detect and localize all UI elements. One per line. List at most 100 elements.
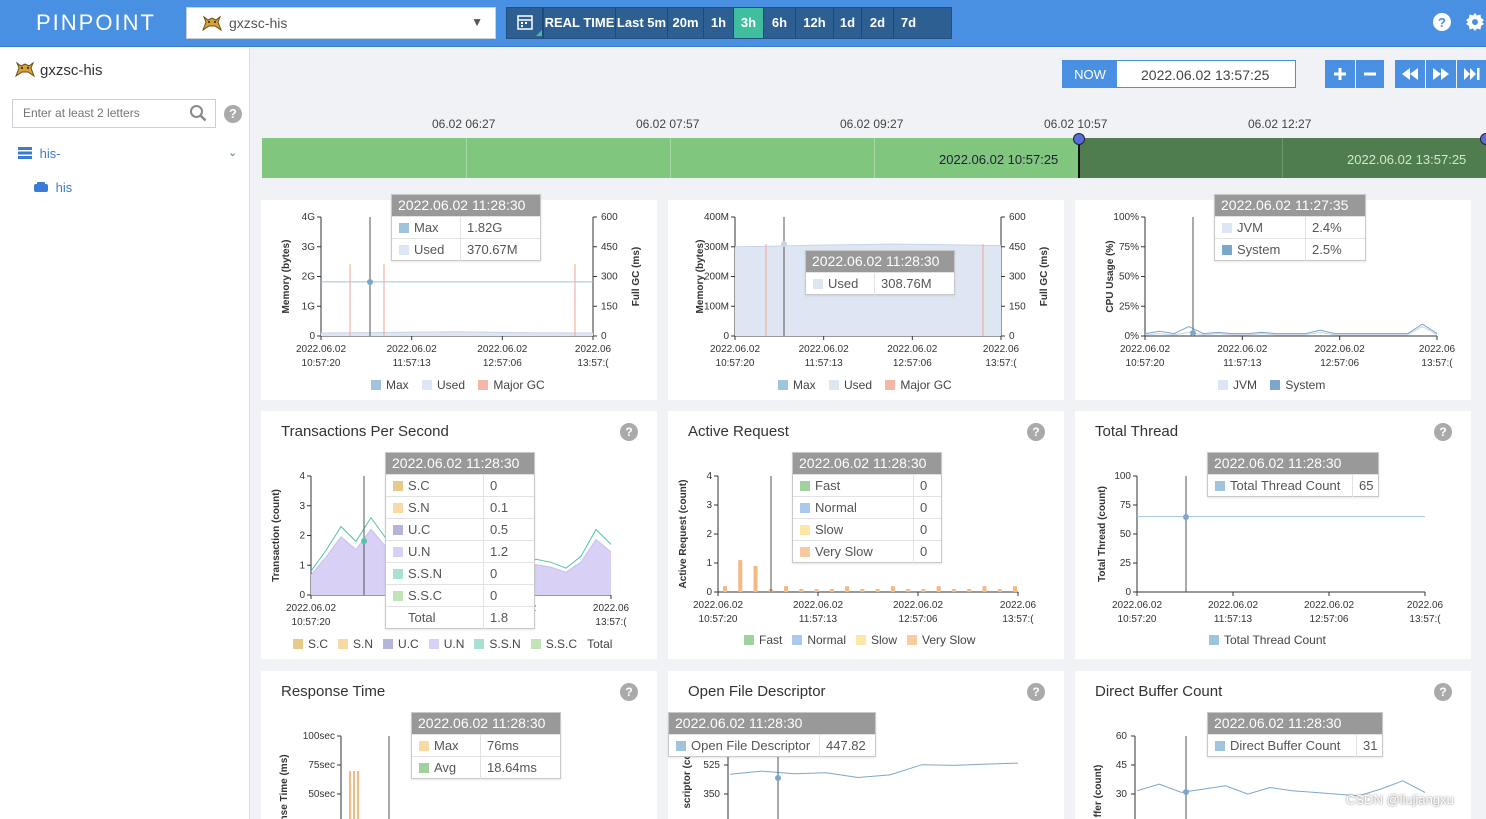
legend-item[interactable]: Fast <box>744 633 782 647</box>
range-button[interactable]: 1h <box>703 8 733 38</box>
very-slow-bar <box>967 589 972 592</box>
legend-item[interactable]: Major GC <box>885 378 952 392</box>
cpu-chart: 0% 25% 50% 75% 100% CPU Usage (%) 2022.06.02 10… <box>1105 212 1456 369</box>
timeline-divider <box>874 138 875 178</box>
range-button[interactable]: Last 5m <box>615 8 667 38</box>
x-tick-label: 10:57:20 <box>302 358 341 369</box>
cpu-legend: JVM System <box>1218 378 1335 392</box>
legend-item[interactable]: S.C <box>293 637 328 651</box>
heap-tooltip: 2022.06.02 11:28:30 Max 1.82G Used 370.67M <box>391 194 541 261</box>
tooltip-row: Normal 0 <box>793 496 941 519</box>
tooltip-row: U.N 1.2 <box>386 540 534 563</box>
legend-item[interactable]: Used <box>422 378 465 392</box>
now-badge[interactable]: NOW <box>1063 61 1117 87</box>
y-tick-label: 25% <box>1119 301 1139 312</box>
move-next-button[interactable] <box>1426 60 1456 88</box>
help-icon[interactable]: ? <box>1432 12 1452 32</box>
x-tick-label: 2022.06.02 <box>1208 600 1258 611</box>
y-tick-label: 3 <box>299 501 305 512</box>
y-tick-label: 3G <box>302 242 316 253</box>
direct-buffer-count-tooltip: 2022.06.02 11:28:30 Direct Buffer Count 3… <box>1207 712 1383 757</box>
range-button[interactable]: 7d <box>893 8 923 38</box>
very-slow-bar <box>997 589 1002 592</box>
calendar-button[interactable] <box>507 8 543 38</box>
x-tick-label: 10:57:20 <box>1118 614 1157 625</box>
y2-tick-label: 300 <box>1009 272 1026 283</box>
legend-item[interactable]: U.C <box>383 637 419 651</box>
gear-icon[interactable] <box>1465 12 1485 32</box>
y2-tick-label: 150 <box>601 301 618 312</box>
y-axis-label: Active Request (count) <box>678 480 689 589</box>
agent-group-his[interactable]: his- <box>18 146 61 161</box>
legend-item[interactable]: Very Slow <box>907 633 975 647</box>
nonheap-tooltip: 2022.06.02 11:28:30 Used 308.76M <box>805 250 955 295</box>
zoom-out-button[interactable] <box>1356 60 1384 88</box>
search-help-icon[interactable]: ? <box>224 105 242 123</box>
legend-item[interactable]: Major GC <box>478 378 545 392</box>
range-button[interactable]: REAL TIME <box>543 8 615 38</box>
selection-start-handle[interactable] <box>1078 134 1080 178</box>
legend-item[interactable]: U.N <box>428 637 464 651</box>
legend-item[interactable]: System <box>1270 378 1325 392</box>
legend-item[interactable]: JVM <box>1218 378 1257 392</box>
pinpoint-logo[interactable]: PINPOINT <box>36 10 156 35</box>
range-button[interactable]: 2d <box>861 8 893 38</box>
legend-item[interactable]: Max <box>371 378 409 392</box>
range-button[interactable]: 12h <box>795 8 833 38</box>
hover-point <box>1183 789 1189 795</box>
help-icon[interactable]: ? <box>1027 683 1045 701</box>
timeline-selection[interactable] <box>1078 138 1486 178</box>
x-tick-label: 11:57:13 <box>393 358 432 369</box>
help-icon[interactable]: ? <box>1434 423 1452 441</box>
legend-item[interactable]: S.N <box>338 637 373 651</box>
application-selector[interactable]: gxzsc-his ▼ <box>186 7 496 39</box>
very-slow-bar <box>845 586 850 592</box>
top-bar: PINPOINT gxzsc-his ▼ REAL TIME Last 5m 20m… <box>0 0 1486 47</box>
move-end-button[interactable] <box>1457 60 1486 88</box>
very-slow-bar <box>753 565 758 592</box>
tps-legend: S.C S.N U.C U.N S.S.N S.S.C Total <box>293 637 622 651</box>
panel-title: Active Request <box>688 423 789 440</box>
legend-item[interactable]: Used <box>829 378 872 392</box>
tooltip-time: 2022.06.02 11:28:30 <box>1208 453 1378 474</box>
legend-item[interactable]: Normal <box>792 633 846 647</box>
y-axis-label: Memory (bytes) <box>695 240 706 314</box>
very-slow-bar <box>875 589 880 592</box>
range-button[interactable]: 20m <box>667 8 703 38</box>
y-tick-label: 2 <box>706 529 712 540</box>
help-icon[interactable]: ? <box>620 423 638 441</box>
help-icon[interactable]: ? <box>620 683 638 701</box>
chevron-down-icon[interactable]: ⌄ <box>228 147 238 159</box>
timeline-divider <box>670 138 671 178</box>
timeline-bar[interactable]: 2022.06.02 10:57:25 2022.06.02 13:57:25 <box>262 133 1486 178</box>
selection-start-knob[interactable] <box>1073 133 1085 145</box>
legend-item[interactable]: Total Thread Count <box>1209 633 1326 647</box>
move-prev-button[interactable] <box>1395 60 1425 88</box>
y-tick-label: 2G <box>302 272 316 283</box>
agent-item-his[interactable]: his <box>34 180 72 195</box>
legend-item[interactable]: Max <box>778 378 816 392</box>
selection-end-knob[interactable] <box>1480 133 1486 145</box>
heap-chart: 0 1G 2G 3G 4G 0 150 300 450 600 Full GC (ms) Memory… <box>281 212 642 369</box>
range-button[interactable]: 1d <box>833 8 861 38</box>
legend-item[interactable]: Slow <box>856 633 897 647</box>
y-tick-label: 30 <box>1116 789 1128 800</box>
x-tick-label: 2022.06.02 <box>477 344 527 355</box>
legend-item[interactable]: S.S.C <box>530 637 577 651</box>
tooltip-time: 2022.06.02 11:28:30 <box>669 713 875 734</box>
y-tick-label: 350 <box>703 789 720 800</box>
legend-item[interactable]: S.S.N <box>474 637 521 651</box>
timeline-tick: 06.02 06:27 <box>432 117 496 131</box>
help-icon[interactable]: ? <box>1027 423 1045 441</box>
range-button[interactable]: 6h <box>763 8 795 38</box>
active-request-chart: 0 1 2 3 4 Active Request (count) 2022.06.02 10:… <box>678 471 1037 625</box>
time-range-bar: REAL TIME Last 5m 20m 1h 3h 6h 12h 1d 2d 7d <box>506 7 952 39</box>
legend-item[interactable]: Total <box>587 637 613 651</box>
search-icon[interactable] <box>189 104 207 122</box>
agent-search-input[interactable] <box>13 100 183 126</box>
x-tick-label: 2022.06.02 <box>1304 600 1354 611</box>
heap-legend: Max Used Major GC <box>371 378 555 392</box>
range-button[interactable]: 3h <box>733 8 763 38</box>
zoom-in-button[interactable] <box>1325 60 1355 88</box>
help-icon[interactable]: ? <box>1434 683 1452 701</box>
